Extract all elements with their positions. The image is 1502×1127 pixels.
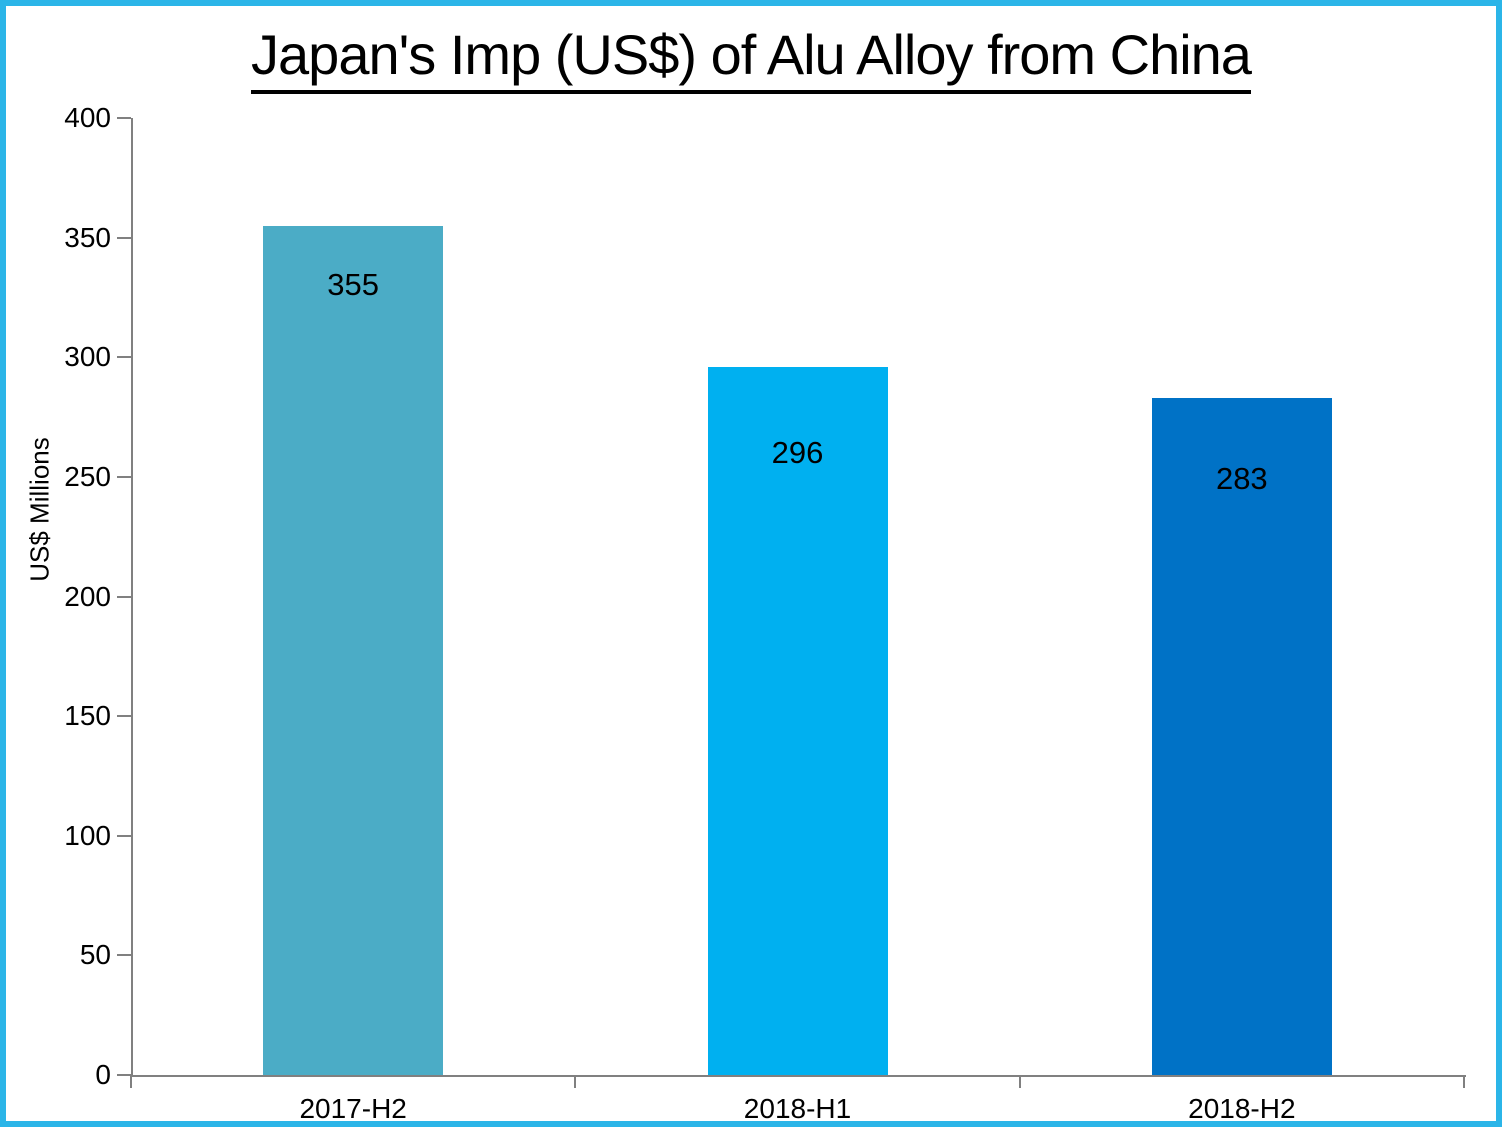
y-tick-label: 100	[64, 819, 111, 851]
x-tick-mark	[1463, 1075, 1465, 1088]
chart-title-text: Japan's Imp (US$) of Alu Alloy from Chin…	[251, 23, 1252, 94]
chart-title: Japan's Imp (US$) of Alu Alloy from Chin…	[6, 22, 1496, 94]
bar-value-label: 355	[327, 266, 380, 302]
bar-value-label: 283	[1215, 460, 1268, 496]
bar-2018-H1	[707, 366, 888, 1075]
x-axis-line	[131, 1075, 1466, 1077]
y-tick-label: 400	[64, 102, 111, 133]
y-tick-mark	[117, 715, 131, 718]
x-category-label: 2018-H1	[743, 1093, 852, 1124]
y-axis-title: US$ Millions	[24, 437, 55, 582]
y-tick-mark	[117, 834, 131, 837]
y-tick-mark	[117, 595, 131, 598]
y-tick-label: 0	[95, 1059, 111, 1090]
y-tick-label: 200	[64, 580, 111, 612]
x-category-label: 2017-H2	[299, 1093, 407, 1124]
y-tick-label: 350	[64, 221, 111, 253]
x-tick-mark	[574, 1075, 577, 1088]
x-tick-mark	[130, 1075, 132, 1088]
bar-value-label: 296	[771, 434, 824, 470]
y-tick-mark	[117, 356, 131, 359]
y-tick-mark	[117, 954, 131, 957]
y-tick-label: 50	[79, 939, 111, 971]
y-tick-label: 250	[64, 460, 111, 492]
y-tick-label: 300	[64, 341, 111, 373]
x-category-label: 2018-H2	[1188, 1093, 1296, 1124]
bar-2018-H2	[1151, 397, 1332, 1075]
y-axis-line	[131, 118, 133, 1077]
x-tick-mark	[1018, 1075, 1021, 1088]
y-tick-mark	[117, 117, 131, 119]
y-tick-mark	[117, 1074, 131, 1076]
bar-2017-H2	[263, 225, 444, 1075]
y-tick-label: 150	[64, 700, 111, 732]
y-tick-mark	[117, 475, 131, 478]
y-tick-mark	[117, 236, 131, 239]
